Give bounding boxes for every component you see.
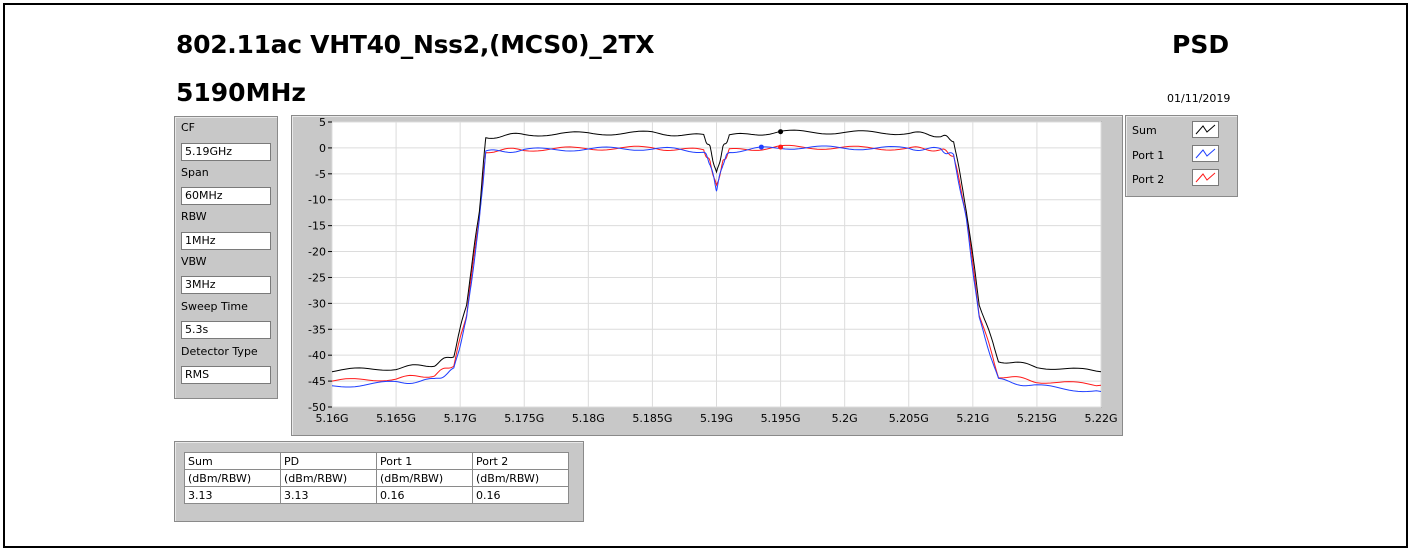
marker-sum — [778, 129, 784, 135]
legend-label-sum: Sum — [1132, 124, 1157, 137]
y-tick-label: -10 — [308, 194, 326, 207]
x-tick-label: 5.16G — [315, 412, 348, 425]
y-tick-label: -45 — [308, 375, 326, 388]
table-units-row: (dBm/RBW) (dBm/RBW) (dBm/RBW) (dBm/RBW) — [184, 469, 569, 487]
frequency-subtitle: 5190MHz — [176, 78, 306, 107]
setting-label-cf: CF — [181, 121, 196, 134]
y-tick-label: -50 — [308, 401, 326, 414]
y-tick-label: -35 — [308, 323, 326, 336]
y-tick-label: -25 — [308, 271, 326, 284]
unit-pd: (dBm/RBW) — [280, 469, 377, 487]
setting-value-sweep-time: 5.3s — [181, 321, 271, 339]
y-tick-label: -5 — [315, 168, 326, 181]
header-port2: Port 2 — [472, 452, 569, 470]
x-tick-label: 5.165G — [376, 412, 416, 425]
value-pd: 3.13 — [280, 486, 377, 504]
legend-panel: Sum Port 1 Port 2 — [1125, 115, 1238, 197]
setting-value-rbw: 1MHz — [181, 232, 271, 250]
setting-label-rbw: RBW — [181, 210, 207, 223]
x-tick-label: 5.185G — [632, 412, 672, 425]
x-tick-label: 5.215G — [1017, 412, 1057, 425]
series-line-sum — [331, 129, 1102, 373]
unit-port1: (dBm/RBW) — [376, 469, 473, 487]
value-port1: 0.16 — [376, 486, 473, 504]
legend-swatch-port1 — [1192, 145, 1219, 162]
y-tick-label: 0 — [319, 142, 326, 155]
y-tick-label: -15 — [308, 220, 326, 233]
setting-label-detector-type: Detector Type — [181, 345, 258, 358]
x-tick-label: 5.2G — [832, 412, 858, 425]
page-frame — [3, 3, 1408, 548]
legend-label-port1: Port 1 — [1132, 149, 1165, 162]
value-sum: 3.13 — [184, 486, 281, 504]
y-tick-label: -30 — [308, 297, 326, 310]
header-pd: PD — [280, 452, 377, 470]
x-tick-label: 5.195G — [761, 412, 801, 425]
y-tick-label: -20 — [308, 246, 326, 259]
x-tick-label: 5.19G — [700, 412, 733, 425]
results-table: Sum PD Port 1 Port 2 (dBm/RBW) (dBm/RBW)… — [184, 452, 569, 504]
legend-label-port2: Port 2 — [1132, 173, 1165, 186]
y-tick-label: -40 — [308, 349, 326, 362]
graph-panel: 5.16G 5.165G 5.17G 5.175G 5.18G 5.185G 5.19G 5.… — [291, 115, 1123, 436]
legend-swatch-sum — [1192, 121, 1219, 138]
x-tick-label: 5.205G — [889, 412, 929, 425]
series-line-port1 — [331, 145, 1102, 393]
y-tick-label: 5 — [319, 116, 326, 129]
x-tick-label: 5.18G — [572, 412, 605, 425]
value-port2: 0.16 — [472, 486, 569, 504]
setting-value-detector-type: RMS — [181, 366, 271, 384]
measurement-date: 01/11/2019 — [1167, 92, 1231, 105]
setting-value-cf: 5.19GHz — [181, 143, 271, 161]
page-title: 802.11ac VHT40_Nss2,(MCS0)_2TX — [176, 30, 655, 59]
unit-port2: (dBm/RBW) — [472, 469, 569, 487]
table-values-row: 3.13 3.13 0.16 0.16 — [184, 486, 569, 504]
setting-value-span: 60MHz — [181, 187, 271, 205]
legend-swatch-port2 — [1192, 169, 1219, 186]
x-tick-label: 5.17G — [444, 412, 477, 425]
marker-port1 — [758, 144, 764, 150]
header-port1: Port 1 — [376, 452, 473, 470]
table-header-row: Sum PD Port 1 Port 2 — [184, 452, 569, 470]
settings-panel: CF 5.19GHz Span 60MHz RBW 1MHz VBW 3MHz … — [174, 116, 278, 399]
setting-label-span: Span — [181, 166, 209, 179]
setting-label-sweep-time: Sweep Time — [181, 300, 248, 313]
x-tick-label: 5.21G — [956, 412, 989, 425]
results-panel: Sum PD Port 1 Port 2 (dBm/RBW) (dBm/RBW)… — [174, 441, 584, 522]
setting-label-vbw: VBW — [181, 255, 207, 268]
setting-value-vbw: 3MHz — [181, 276, 271, 294]
x-tick-label: 5.22G — [1084, 412, 1117, 425]
x-tick-label: 5.175G — [504, 412, 544, 425]
measurement-type: PSD — [1172, 30, 1230, 59]
header-sum: Sum — [184, 452, 281, 470]
marker-port2 — [778, 144, 784, 150]
unit-sum: (dBm/RBW) — [184, 469, 281, 487]
psd-chart: 5.16G 5.165G 5.17G 5.175G 5.18G 5.185G 5.19G 5.… — [308, 116, 1117, 425]
